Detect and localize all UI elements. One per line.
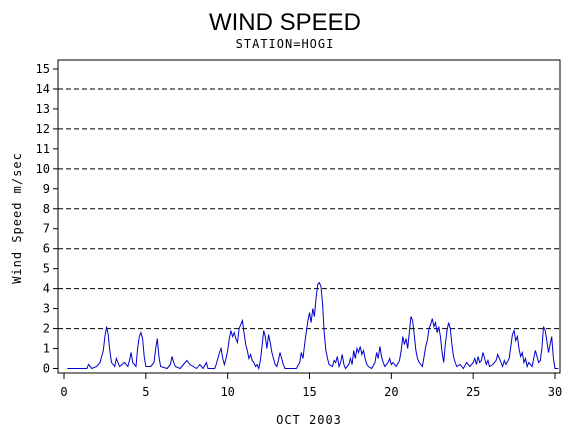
chart-subtitle: STATION=HOGI [236,37,335,51]
reference-lines [58,88,560,330]
y-tick-label: 0 [43,362,50,376]
plot-frame [57,59,561,374]
x-tick-label: 5 [142,385,149,399]
wind-speed-series-line [67,281,559,371]
x-tick-label: 10 [220,385,234,399]
y-tick-label: 13 [36,102,50,116]
x-axis-label: OCT 2003 [276,413,342,427]
y-tick-label: 10 [36,162,50,176]
y-tick-label: 14 [36,82,50,96]
x-tick-label: 25 [466,385,480,399]
y-tick-label: 5 [43,262,50,276]
x-tick-label: 30 [548,385,562,399]
x-tick-label: 15 [302,385,316,399]
y-tick-label: 4 [43,282,50,296]
x-tick-label: 0 [60,385,67,399]
y-tick-label: 12 [36,122,50,136]
y-tick-label: 6 [43,242,50,256]
y-tick-label: 8 [43,202,50,216]
y-tick-label: 9 [43,182,50,196]
chart-title: WIND SPEED [209,9,361,36]
y-tick-label: 1 [43,342,50,356]
y-tick-label: 2 [43,322,50,336]
x-axis-ticks: 0 5 10 15 20 25 30 [60,373,562,399]
y-axis-label: Wind Speed m/sec [10,152,24,284]
y-tick-label: 15 [36,62,50,76]
y-tick-label: 11 [36,142,50,156]
y-tick-label: 7 [43,222,50,236]
x-tick-label: 20 [384,385,398,399]
y-tick-label: 3 [43,302,50,316]
